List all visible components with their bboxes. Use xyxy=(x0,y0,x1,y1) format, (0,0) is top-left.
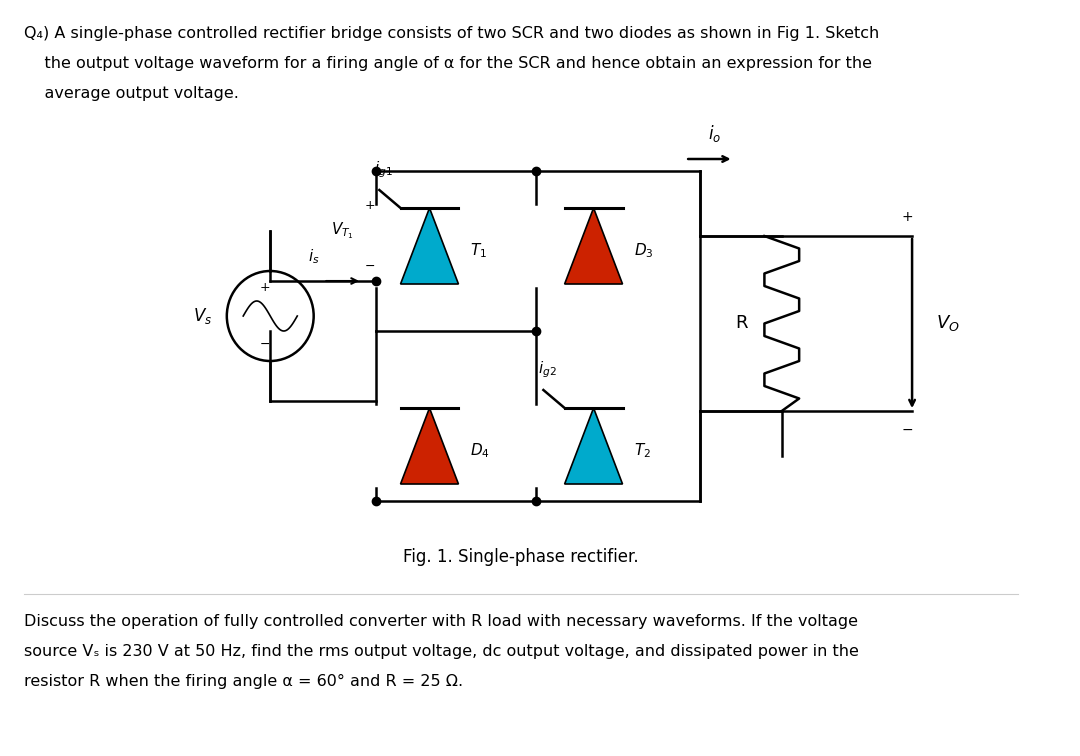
Text: $V_O$: $V_O$ xyxy=(936,314,960,333)
Text: the output voltage waveform for a firing angle of α for the SCR and hence obtain: the output voltage waveform for a firing… xyxy=(24,56,873,71)
Text: resistor R when the firing angle α = 60° and R = 25 Ω.: resistor R when the firing angle α = 60°… xyxy=(24,674,463,689)
Text: R: R xyxy=(735,314,748,333)
Text: −: − xyxy=(260,337,271,351)
Text: $i_{g1}$: $i_{g1}$ xyxy=(374,160,392,180)
Polygon shape xyxy=(401,208,458,284)
Text: Fig. 1. Single-phase rectifier.: Fig. 1. Single-phase rectifier. xyxy=(403,548,639,566)
Text: Discuss the operation of fully controlled converter with R load with necessary w: Discuss the operation of fully controlle… xyxy=(24,614,859,629)
Text: $T_1$: $T_1$ xyxy=(470,242,487,260)
Polygon shape xyxy=(401,408,458,484)
Text: +: + xyxy=(364,200,375,212)
Text: +: + xyxy=(902,210,913,224)
Text: $V_{T_1}$: $V_{T_1}$ xyxy=(332,221,354,241)
Text: average output voltage.: average output voltage. xyxy=(24,86,239,101)
Text: $V_s$: $V_s$ xyxy=(193,306,213,326)
Text: $D_3$: $D_3$ xyxy=(634,242,653,260)
Text: $i_{g2}$: $i_{g2}$ xyxy=(538,359,556,380)
Text: −: − xyxy=(902,423,913,437)
Text: $D_4$: $D_4$ xyxy=(470,442,490,460)
Polygon shape xyxy=(565,408,622,484)
Text: $T_2$: $T_2$ xyxy=(634,442,651,460)
Polygon shape xyxy=(565,208,622,284)
Text: $i_s$: $i_s$ xyxy=(308,247,320,266)
Text: +: + xyxy=(260,281,271,295)
Text: −: − xyxy=(364,259,375,272)
Text: Q₄) A single-phase controlled rectifier bridge consists of two SCR and two diode: Q₄) A single-phase controlled rectifier … xyxy=(24,26,879,41)
Text: $i_o$: $i_o$ xyxy=(707,123,720,144)
Text: source Vₛ is 230 V at 50 Hz, find the rms output voltage, dc output voltage, and: source Vₛ is 230 V at 50 Hz, find the rm… xyxy=(24,644,859,659)
